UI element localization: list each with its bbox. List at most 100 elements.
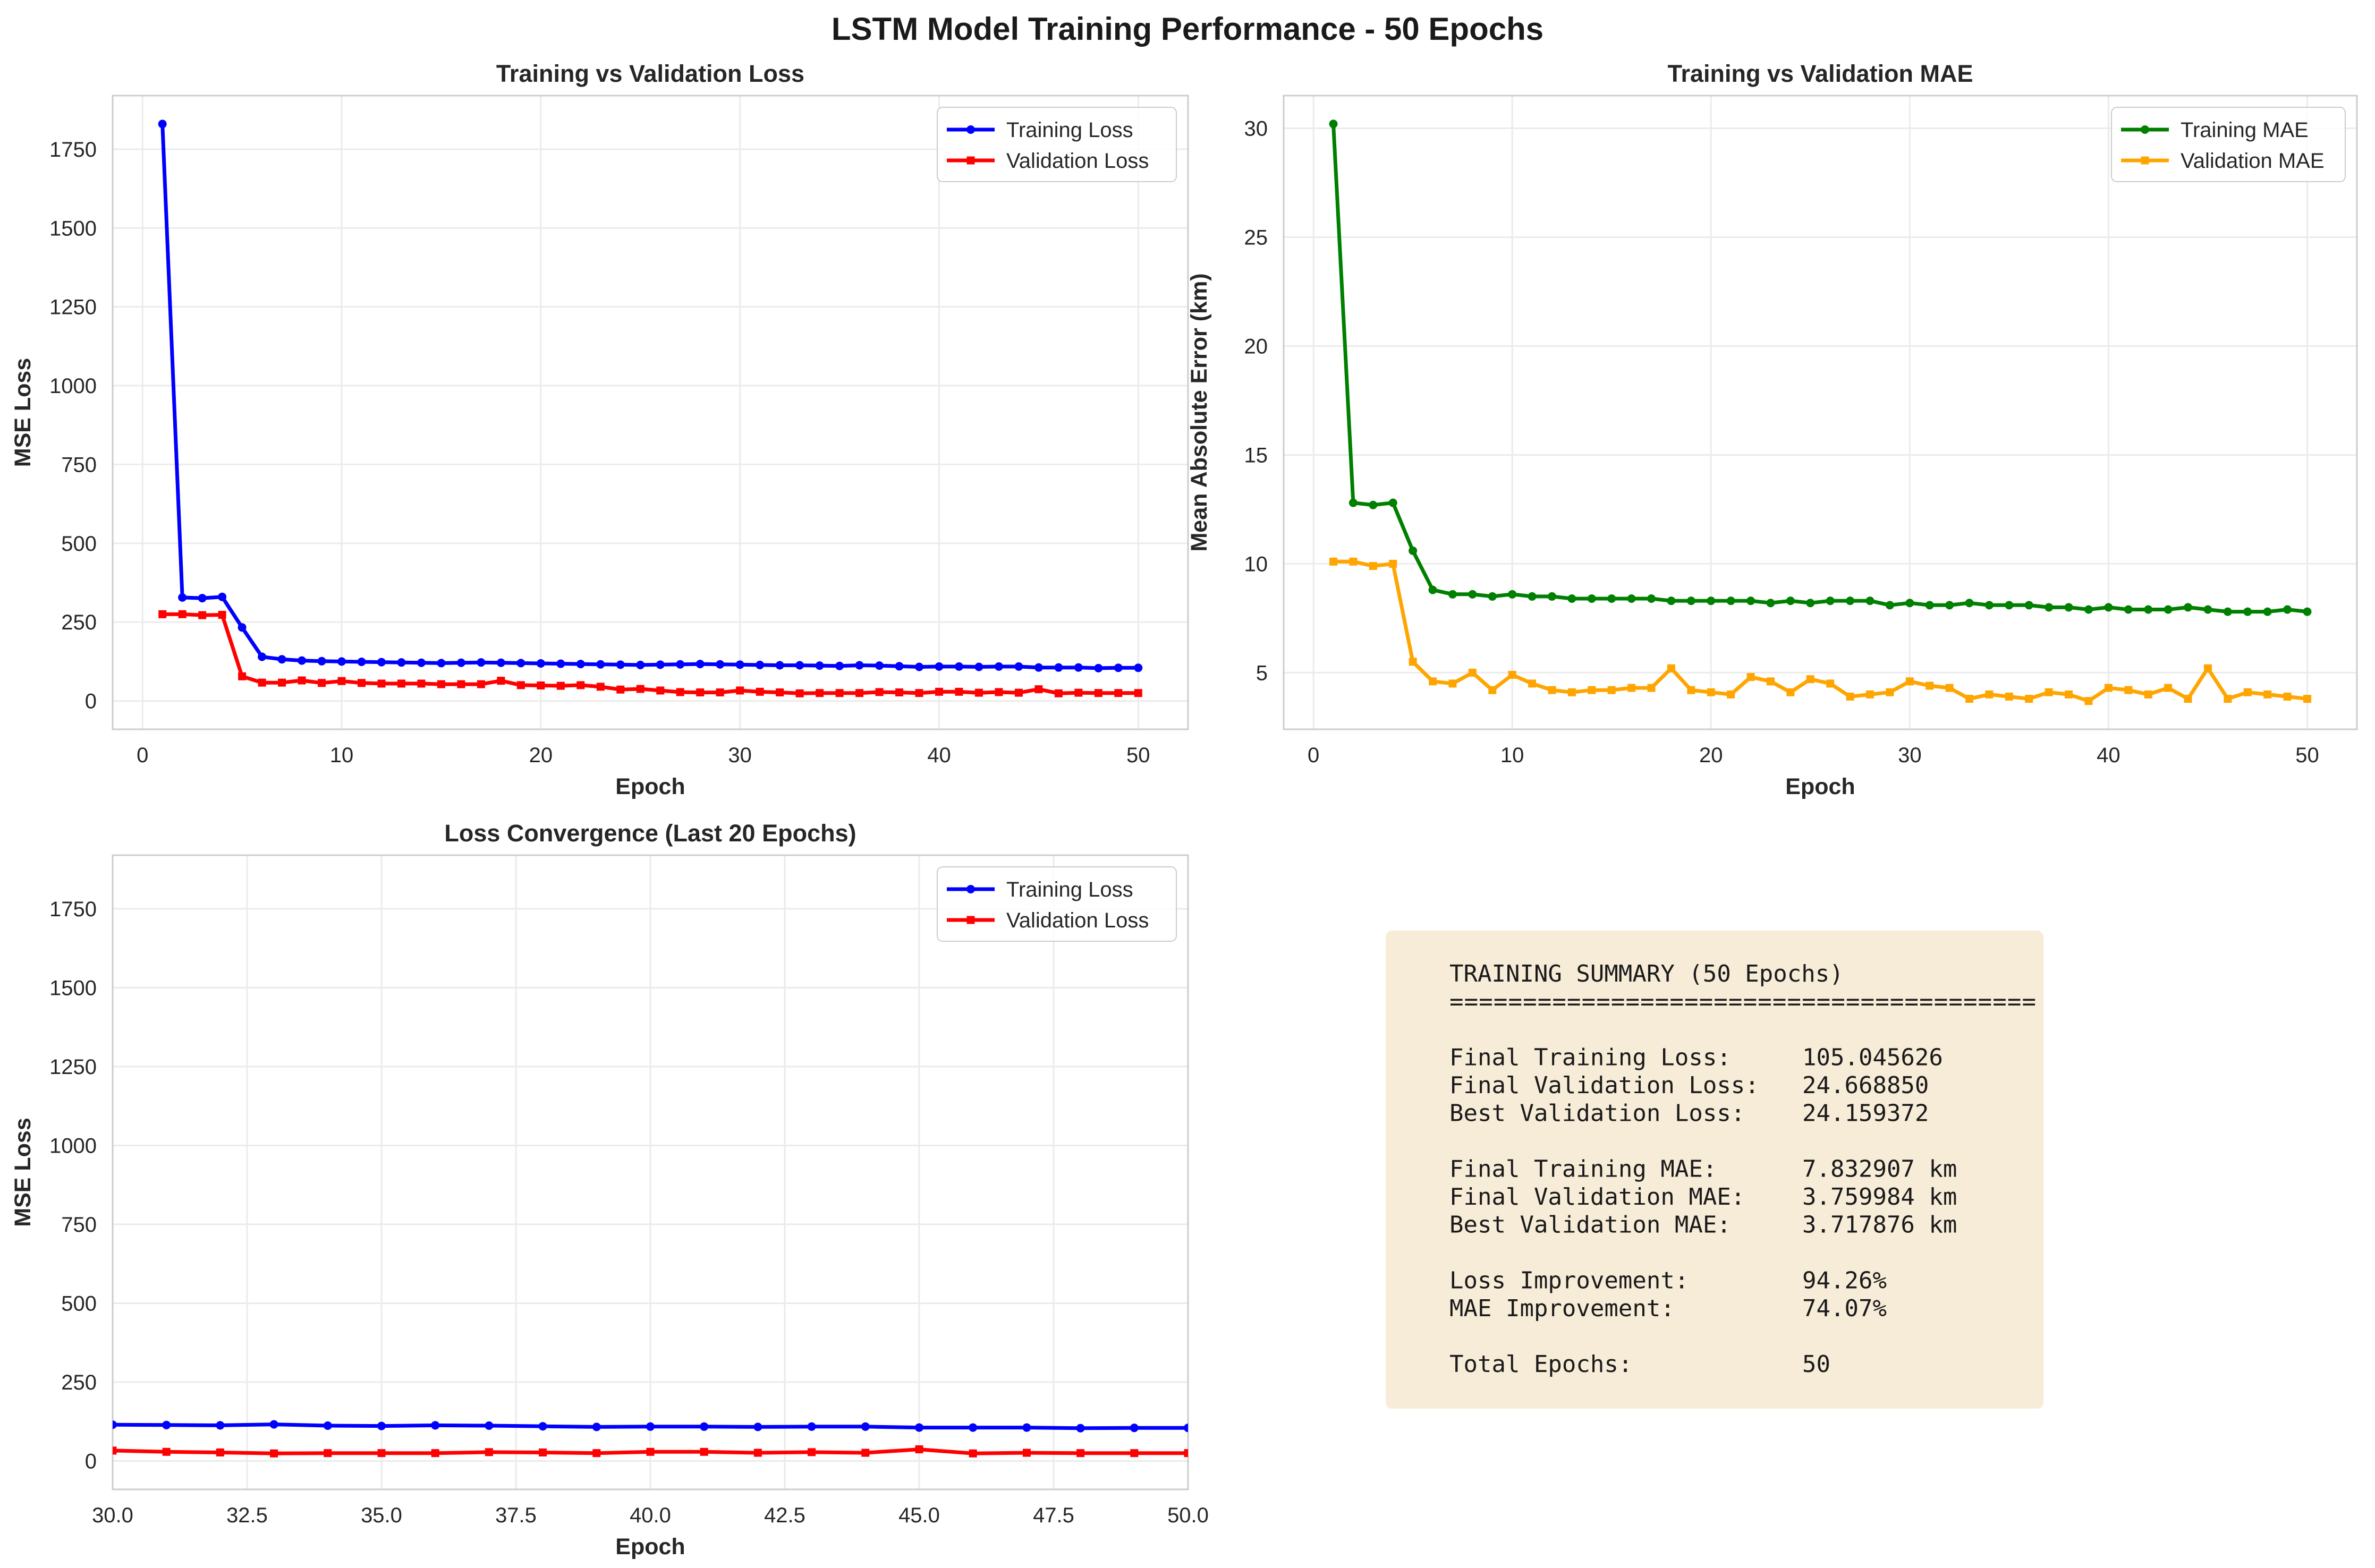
data-point	[437, 659, 446, 668]
legend-label: Validation Loss	[1006, 149, 1149, 173]
data-point	[1448, 590, 1457, 599]
x-tick-label: 35.0	[361, 1504, 402, 1527]
data-point	[1687, 686, 1695, 694]
summary-label: Best Validation Loss:	[1449, 1100, 1745, 1127]
summary-rule: ========================================	[1449, 988, 2036, 1016]
data-point	[1508, 590, 1517, 599]
data-point	[298, 656, 307, 665]
data-point	[496, 658, 505, 667]
data-point	[2144, 605, 2153, 614]
data-point	[2243, 688, 2252, 696]
data-point	[816, 689, 824, 697]
data-point	[1766, 599, 1775, 608]
data-point	[1806, 675, 1814, 684]
data-point	[1428, 585, 1437, 594]
data-point	[516, 659, 525, 668]
training-summary: TRAINING SUMMARY (50 Epochs)============…	[1386, 931, 2043, 1409]
axes-frame	[112, 95, 1189, 730]
data-point	[576, 681, 585, 689]
data-point	[1488, 592, 1497, 601]
data-point	[2005, 601, 2014, 610]
data-point	[1448, 679, 1457, 688]
data-point	[1034, 685, 1043, 694]
data-point	[1034, 663, 1043, 672]
summary-value: 50	[1802, 1351, 1830, 1378]
x-axis-label: Epoch	[615, 1534, 685, 1560]
legend-box	[937, 866, 1177, 942]
data-point	[2124, 686, 2133, 694]
summary-label: Final Training MAE:	[1449, 1156, 1717, 1183]
axes-frame	[1283, 95, 2358, 730]
data-point	[539, 1448, 547, 1456]
y-tick-label: 250	[61, 611, 97, 634]
x-tick-label: 10	[1500, 744, 1524, 767]
data-point	[1054, 663, 1063, 672]
x-tick-label: 40	[2097, 744, 2120, 767]
data-point	[1022, 1423, 1031, 1432]
summary-value: 3.717876 km	[1802, 1212, 1957, 1239]
data-point	[1607, 686, 1616, 694]
x-tick-label: 30.0	[92, 1504, 133, 1527]
data-point	[457, 680, 465, 688]
y-axis-label: MSE Loss	[10, 358, 36, 467]
chart-panel-2: 0 10 20 30 40 50 5 10 15 20 25 30 Training vs Valida…	[1186, 60, 2358, 799]
data-point	[2104, 684, 2113, 692]
data-point	[1647, 594, 1656, 603]
data-point	[1588, 686, 1596, 694]
data-point	[1389, 559, 1397, 568]
data-point	[636, 685, 644, 693]
data-point	[1707, 688, 1715, 696]
summary-value: 105.045626	[1802, 1044, 1943, 1071]
series-layer	[158, 120, 1143, 697]
data-point	[2303, 695, 2311, 703]
summary-value: 7.832907 km	[1802, 1156, 1957, 1183]
data-point	[696, 688, 705, 697]
data-point	[477, 658, 486, 667]
data-point	[258, 652, 267, 661]
data-point	[2203, 605, 2212, 614]
data-point	[969, 1449, 977, 1458]
data-point	[2223, 607, 2232, 616]
data-point	[2263, 607, 2272, 616]
y-tick-label: 5	[1256, 661, 1268, 685]
data-point	[1022, 1448, 1031, 1457]
y-tick-label: 1500	[49, 217, 97, 240]
y-tick-label: 1250	[49, 296, 97, 319]
data-point	[358, 679, 366, 687]
summary-value: 24.668850	[1802, 1072, 1929, 1099]
data-point	[2283, 605, 2292, 614]
data-point	[2045, 603, 2054, 612]
data-point	[485, 1421, 494, 1430]
data-point	[1647, 684, 1656, 692]
data-point	[695, 660, 705, 669]
legend-marker	[2141, 125, 2149, 134]
data-point	[417, 679, 426, 688]
data-point	[974, 688, 983, 697]
legend: Training Loss Validation Loss	[937, 866, 1177, 942]
data-point	[596, 660, 605, 669]
data-point	[357, 657, 366, 666]
x-tick-label: 47.5	[1033, 1504, 1074, 1527]
y-axis-label: Mean Absolute Error (km)	[1186, 273, 1212, 551]
data-point	[1587, 594, 1596, 603]
x-tick-label: 40.0	[630, 1504, 671, 1527]
data-point	[2164, 684, 2173, 692]
data-point	[1826, 596, 1835, 606]
data-point	[1686, 596, 1695, 606]
data-point	[1074, 663, 1083, 672]
chart-title: Training vs Validation MAE	[1667, 60, 1973, 87]
data-point	[646, 1422, 655, 1431]
plot-area	[113, 96, 1188, 729]
data-point	[1130, 1449, 1139, 1458]
data-point	[317, 657, 326, 666]
data-point	[1074, 688, 1083, 697]
data-point	[2283, 693, 2292, 701]
data-point	[1369, 500, 1378, 509]
x-tick-label: 40	[927, 744, 951, 767]
data-point	[270, 1449, 278, 1458]
data-point	[1528, 679, 1537, 688]
y-tick-label: 1000	[49, 374, 97, 398]
data-point	[1114, 689, 1123, 697]
data-point	[318, 679, 326, 687]
data-point	[431, 1421, 440, 1430]
